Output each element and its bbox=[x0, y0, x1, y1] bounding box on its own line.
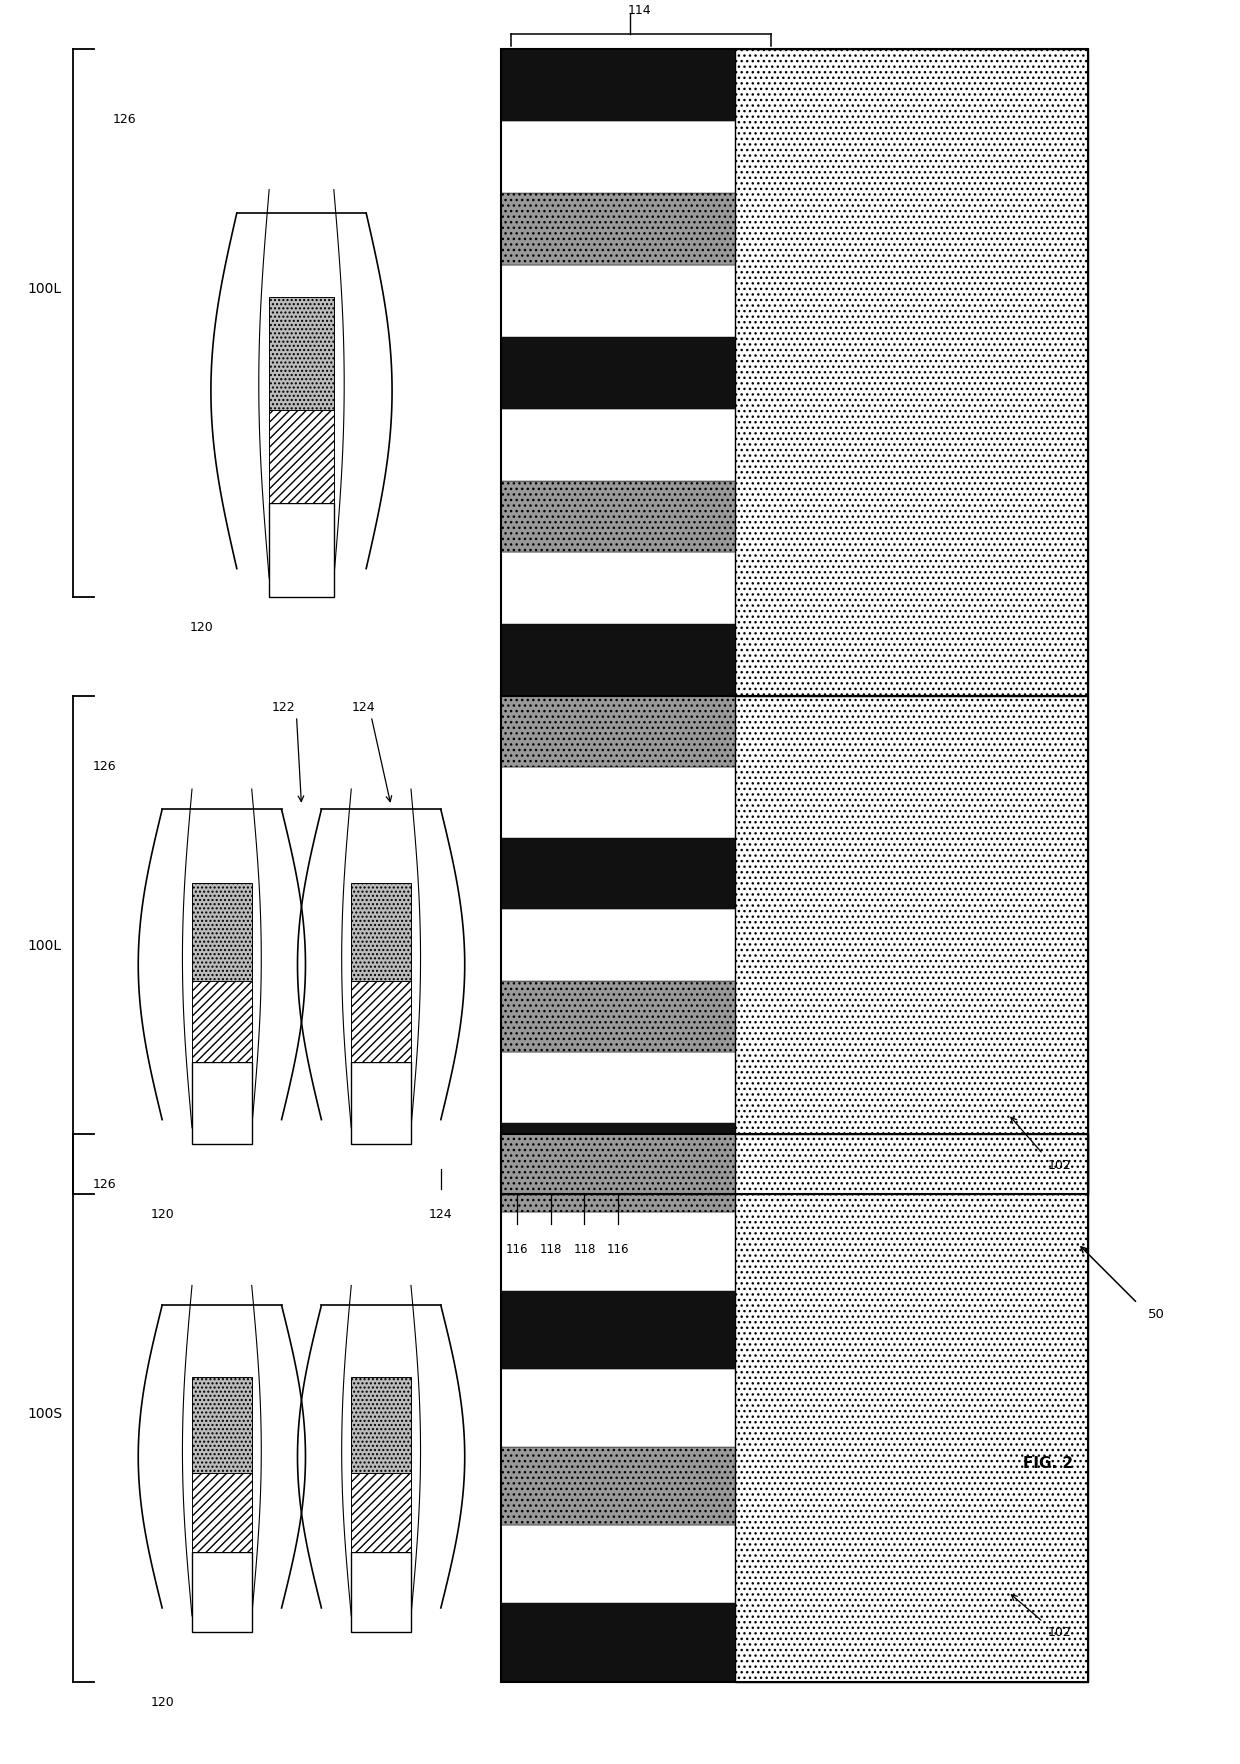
Bar bbox=[501, 1212, 735, 1291]
Text: 120: 120 bbox=[150, 1208, 174, 1221]
Bar bbox=[501, 49, 1087, 697]
Text: 120: 120 bbox=[190, 621, 213, 633]
Bar bbox=[351, 981, 410, 1064]
Text: 100L: 100L bbox=[27, 282, 62, 296]
Bar bbox=[192, 981, 252, 1064]
Bar bbox=[192, 1552, 252, 1632]
Bar bbox=[501, 194, 735, 266]
Text: 122: 122 bbox=[272, 700, 295, 713]
Bar bbox=[501, 1124, 735, 1194]
Text: 120: 120 bbox=[150, 1695, 174, 1708]
Bar bbox=[735, 49, 1087, 697]
Bar bbox=[351, 884, 410, 981]
Text: 102: 102 bbox=[1048, 1625, 1071, 1639]
Text: 116: 116 bbox=[506, 1242, 528, 1256]
Text: 102: 102 bbox=[1048, 1157, 1071, 1171]
Bar bbox=[501, 554, 735, 624]
Text: 116: 116 bbox=[606, 1242, 629, 1256]
Text: 118: 118 bbox=[539, 1242, 562, 1256]
Bar bbox=[192, 1473, 252, 1552]
Bar bbox=[501, 1446, 735, 1526]
Bar bbox=[501, 1291, 735, 1369]
Bar bbox=[269, 411, 334, 505]
Bar bbox=[192, 1064, 252, 1145]
Bar bbox=[501, 910, 735, 981]
Bar bbox=[501, 1051, 735, 1124]
Bar bbox=[501, 337, 735, 409]
Text: 50: 50 bbox=[1147, 1307, 1164, 1319]
Bar bbox=[501, 482, 735, 554]
Bar bbox=[501, 1134, 1087, 1681]
Text: 114: 114 bbox=[627, 4, 651, 18]
Bar bbox=[351, 1378, 410, 1473]
Bar bbox=[501, 697, 1087, 1194]
Bar bbox=[192, 884, 252, 981]
Bar bbox=[351, 1473, 410, 1552]
Text: 100L: 100L bbox=[27, 938, 62, 953]
Text: 124: 124 bbox=[429, 1208, 453, 1221]
Bar bbox=[501, 1603, 735, 1681]
Text: 118: 118 bbox=[573, 1242, 595, 1256]
Bar bbox=[501, 624, 735, 697]
Bar bbox=[501, 981, 735, 1051]
Bar bbox=[501, 840, 735, 910]
Text: 126: 126 bbox=[93, 760, 117, 773]
Bar bbox=[269, 298, 334, 411]
Bar bbox=[269, 505, 334, 598]
Bar bbox=[501, 1369, 735, 1446]
Text: FIG. 2: FIG. 2 bbox=[1023, 1455, 1073, 1469]
Bar bbox=[501, 697, 735, 767]
Bar bbox=[735, 697, 1087, 1194]
Bar bbox=[735, 1134, 1087, 1681]
Bar bbox=[192, 1378, 252, 1473]
Bar bbox=[501, 1526, 735, 1603]
Text: 124: 124 bbox=[351, 700, 374, 713]
Bar bbox=[501, 49, 735, 122]
Text: 126: 126 bbox=[113, 113, 136, 127]
Text: 100S: 100S bbox=[27, 1406, 63, 1420]
Bar bbox=[501, 1134, 735, 1212]
Bar bbox=[501, 122, 735, 194]
Bar bbox=[501, 409, 735, 482]
Text: 126: 126 bbox=[93, 1178, 117, 1191]
Bar bbox=[501, 767, 735, 840]
Bar bbox=[351, 1552, 410, 1632]
Bar bbox=[501, 266, 735, 337]
Bar bbox=[351, 1064, 410, 1145]
